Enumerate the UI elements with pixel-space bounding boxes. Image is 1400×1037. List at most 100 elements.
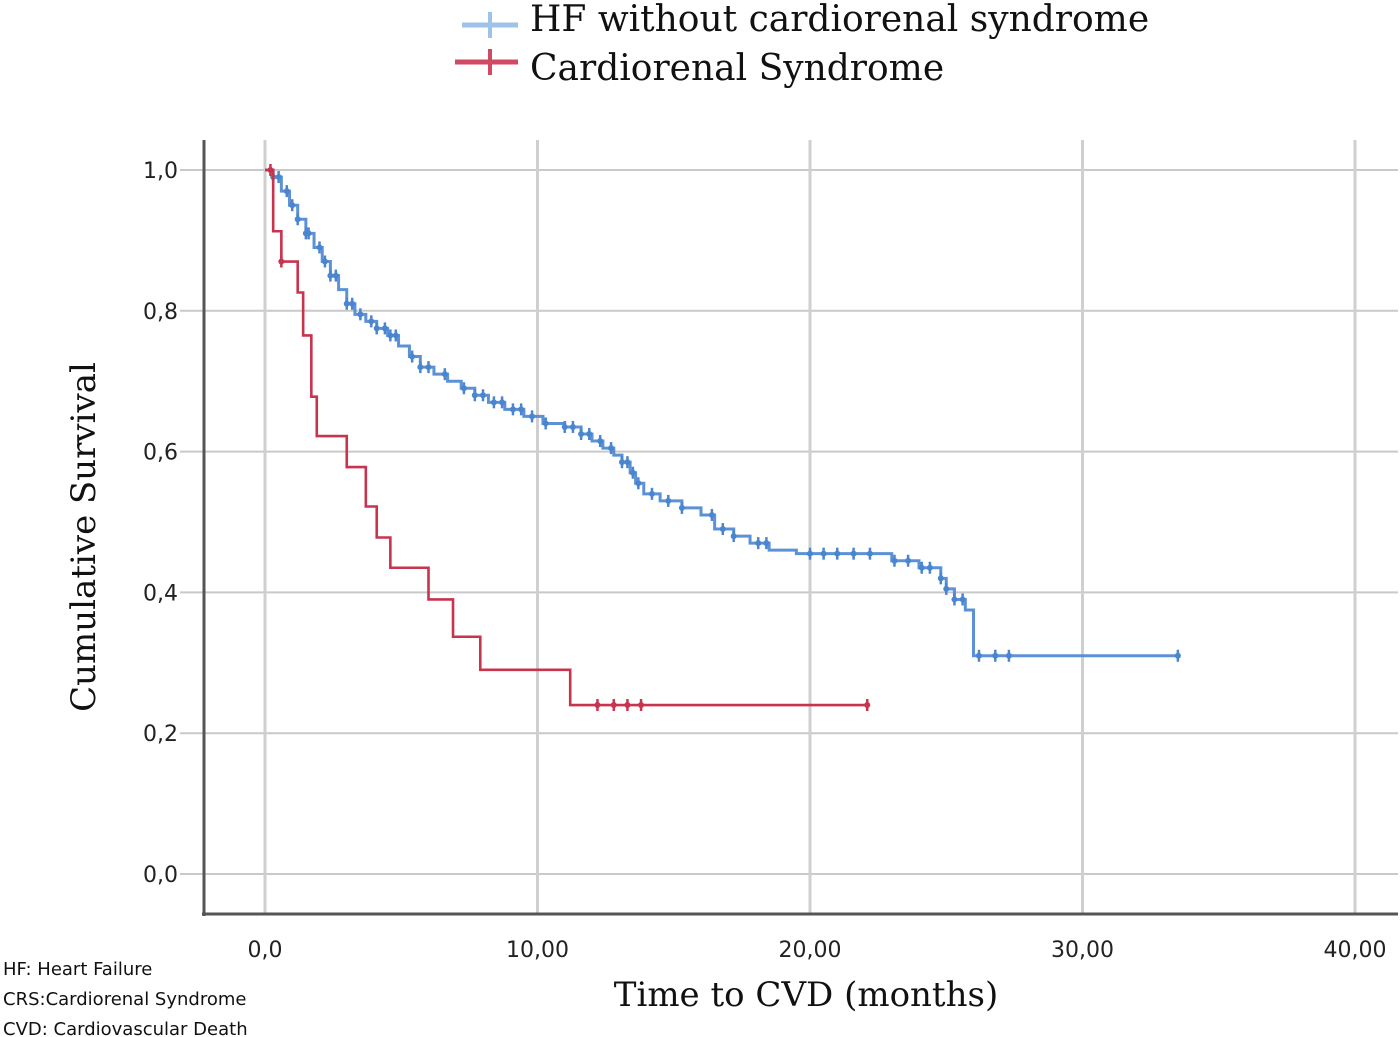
survival-curve: [265, 168, 1178, 658]
censor-mark: [417, 361, 424, 374]
censor-mark: [992, 649, 999, 662]
censor-mark: [618, 456, 625, 469]
censor-mark: [850, 547, 857, 560]
x-axis-title: Time to CVD (months): [614, 975, 998, 1015]
censor-mark: [275, 171, 282, 184]
censor-mark: [608, 442, 615, 455]
censor-mark: [332, 269, 339, 282]
censor-mark: [678, 501, 685, 514]
censor-mark: [321, 255, 328, 268]
censor-mark: [368, 315, 375, 328]
censor-mark: [926, 561, 933, 574]
censor-mark: [490, 396, 497, 409]
censor-mark: [648, 487, 655, 500]
censor-mark: [597, 435, 604, 448]
censor-mark: [951, 593, 958, 606]
censor-mark: [610, 699, 617, 712]
censor-mark: [719, 523, 726, 536]
survival-curve: [265, 168, 868, 707]
y-tick-label: 0,2: [143, 722, 178, 747]
censor-mark: [959, 593, 966, 606]
censor-mark: [755, 537, 762, 550]
censor-mark: [471, 389, 478, 402]
censor-mark: [730, 530, 737, 543]
censor-mark: [937, 572, 944, 585]
censor-mark: [1005, 649, 1012, 662]
censor-mark: [542, 417, 549, 430]
censor-mark: [586, 428, 593, 440]
censor-mark: [905, 554, 912, 567]
x-tick-label: 30,00: [1051, 938, 1114, 963]
censor-mark: [635, 477, 642, 490]
censor-mark: [624, 456, 631, 469]
censor-mark: [918, 561, 925, 574]
censor-mark: [578, 428, 585, 440]
footnote-cvd: CVD: Cardiovascular Death: [3, 1019, 248, 1037]
censor-mark: [834, 547, 841, 560]
y-tick-label: 1,0: [143, 159, 178, 184]
censor-mark: [708, 508, 715, 521]
censor-mark: [373, 322, 380, 335]
gridlines: [180, 140, 1398, 914]
censor-mark: [294, 213, 301, 226]
y-tick-label: 0,8: [143, 300, 178, 325]
x-tick-label: 10,00: [506, 938, 569, 963]
censor-mark: [499, 396, 506, 409]
series-lines: [265, 164, 1181, 712]
censor-mark: [327, 269, 334, 282]
censor-mark: [866, 547, 873, 560]
y-tick-label: 0,4: [143, 581, 178, 606]
censor-mark: [629, 466, 636, 479]
censor-mark: [561, 420, 568, 433]
censor-mark: [357, 308, 364, 321]
legend-item-crs: Cardiorenal Syndrome: [455, 48, 944, 89]
censor-mark: [381, 322, 388, 335]
censor-mark: [305, 227, 312, 240]
x-tick-labels: 0,0 10,00 20,00 30,00 40,00: [248, 938, 1387, 963]
censor-mark: [864, 699, 871, 712]
series-crs: [265, 164, 871, 712]
censor-mark: [569, 420, 576, 433]
censor-mark: [624, 699, 631, 712]
footnote-crs: CRS:Cardiorenal Syndrome: [3, 989, 246, 1010]
censor-mark: [349, 297, 356, 310]
censor-mark: [425, 361, 432, 374]
censor-mark: [441, 368, 448, 381]
x-tick-label: 20,00: [779, 938, 842, 963]
censor-mark: [460, 382, 467, 395]
legend: HF without cardiorenal syndrome Cardiore…: [455, 0, 1149, 89]
censor-mark: [316, 241, 323, 254]
censor-mark: [763, 537, 770, 550]
y-tick-label: 0,0: [143, 863, 178, 888]
censor-mark: [820, 547, 827, 560]
x-tick-label: 0,0: [248, 938, 283, 963]
censor-mark: [278, 255, 285, 268]
censor-mark: [529, 410, 536, 423]
censor-mark: [891, 554, 898, 567]
censor-mark: [807, 547, 813, 560]
axes: [202, 140, 1398, 916]
censor-mark: [283, 185, 290, 198]
legend-item-hf: HF without cardiorenal syndrome: [462, 0, 1149, 40]
series-hf: [265, 168, 1181, 662]
legend-label-crs: Cardiorenal Syndrome: [530, 48, 944, 89]
censor-mark: [343, 297, 350, 310]
censor-mark: [665, 494, 672, 507]
y-tick-label: 0,6: [143, 441, 178, 466]
censor-mark: [594, 699, 601, 712]
censor-mark: [387, 329, 394, 342]
censor-mark: [1174, 649, 1181, 662]
y-tick-labels: 0,0 0,2 0,4 0,6 0,8 1,0: [143, 159, 178, 888]
censor-mark: [518, 403, 525, 416]
censor-mark: [409, 350, 416, 363]
censor-mark: [509, 403, 516, 416]
censor-mark: [638, 699, 645, 712]
censor-mark: [267, 164, 274, 176]
censor-mark: [943, 582, 950, 595]
y-axis-title: Cumulative Survival: [64, 362, 104, 712]
x-tick-label: 40,00: [1324, 938, 1387, 963]
censor-mark: [289, 199, 296, 212]
footnote-hf: HF: Heart Failure: [3, 959, 152, 980]
legend-label-hf: HF without cardiorenal syndrome: [530, 0, 1149, 40]
